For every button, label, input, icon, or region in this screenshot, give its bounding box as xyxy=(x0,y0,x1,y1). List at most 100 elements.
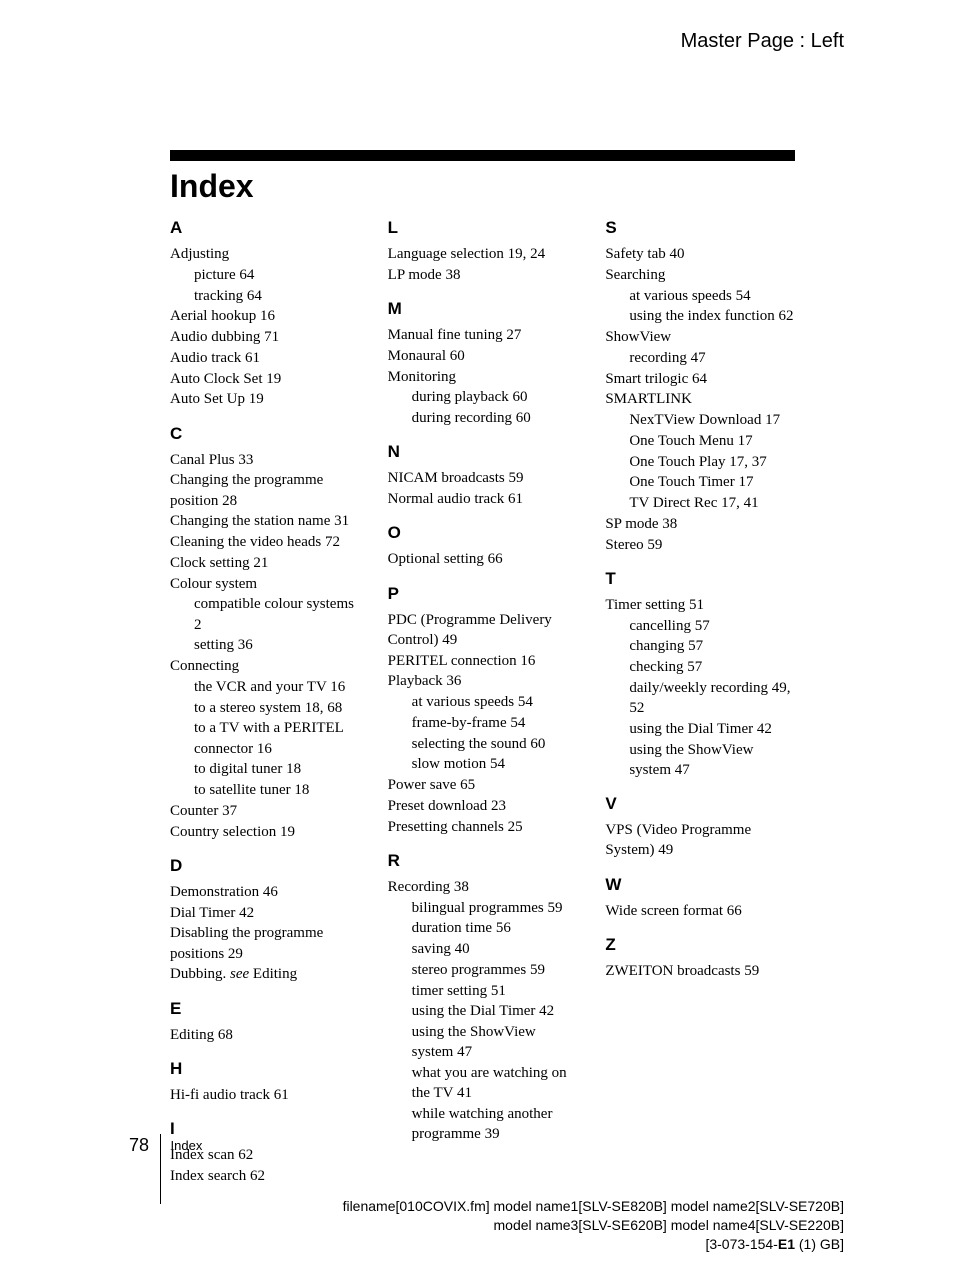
index-entry: Presetting channels 25 xyxy=(388,817,578,837)
entry-group: PDC (Programme Delivery Control) 49PERIT… xyxy=(388,610,578,837)
index-columns: A Adjustingpicture 64tracking 64Aerial h… xyxy=(170,218,795,1187)
section-letter: O xyxy=(388,523,578,543)
index-entry: Language selection 19, 24 xyxy=(388,244,578,264)
index-entry: Adjusting xyxy=(170,244,360,264)
index-entry: Aerial hookup 16 xyxy=(170,306,360,326)
index-entry: ZWEITON broadcasts 59 xyxy=(605,961,795,981)
column-1: A Adjustingpicture 64tracking 64Aerial h… xyxy=(170,218,360,1187)
index-entry: Connecting xyxy=(170,656,360,676)
entry-group: Recording 38bilingual programmes 59durat… xyxy=(388,877,578,1145)
entry-group: Wide screen format 66 xyxy=(605,901,795,921)
column-2: L Language selection 19, 24LP mode 38 M … xyxy=(388,218,578,1187)
section-letter: R xyxy=(388,851,578,871)
index-entry: Changing the station name 31 xyxy=(170,511,360,531)
index-entry: Playback 36 xyxy=(388,671,578,691)
index-entry: NICAM broadcasts 59 xyxy=(388,468,578,488)
index-subentry: to digital tuner 18 xyxy=(170,759,360,779)
index-subentry: picture 64 xyxy=(170,265,360,285)
section-letter: H xyxy=(170,1059,360,1079)
index-entry: PDC (Programme Delivery Control) 49 xyxy=(388,610,578,651)
entry-group: Canal Plus 33Changing the programme posi… xyxy=(170,450,360,842)
index-entry: Normal audio track 61 xyxy=(388,489,578,509)
section-letter: T xyxy=(605,569,795,589)
entry-text: Dubbing. xyxy=(170,966,230,982)
index-subentry: recording 47 xyxy=(605,348,795,368)
index-entry: Optional setting 66 xyxy=(388,549,578,569)
section-letter: A xyxy=(170,218,360,238)
index-subentry: bilingual programmes 59 xyxy=(388,898,578,918)
page-footer: 78 Index xyxy=(129,1135,202,1205)
meta-line: model name3[SLV-SE620B] model name4[SLV-… xyxy=(343,1216,844,1235)
index-entry: Stereo 59 xyxy=(605,535,795,555)
section-letter: C xyxy=(170,424,360,444)
index-subentry: during playback 60 xyxy=(388,387,578,407)
index-entry: Clock setting 21 xyxy=(170,553,360,573)
index-entry: PERITEL connection 16 xyxy=(388,651,578,671)
entry-group: ZWEITON broadcasts 59 xyxy=(605,961,795,981)
index-entry: Auto Set Up 19 xyxy=(170,389,360,409)
section-letter: L xyxy=(388,218,578,238)
index-subentry: TV Direct Rec 17, 41 xyxy=(605,493,795,513)
footer-label: Index xyxy=(171,1138,203,1153)
index-entry: Colour system xyxy=(170,574,360,594)
index-subentry: duration time 56 xyxy=(388,918,578,938)
index-entry: SP mode 38 xyxy=(605,514,795,534)
index-subentry: while watching another programme 39 xyxy=(388,1104,578,1145)
section-letter: M xyxy=(388,299,578,319)
index-subentry: stereo programmes 59 xyxy=(388,960,578,980)
index-entry: Safety tab 40 xyxy=(605,244,795,264)
index-subentry: One Touch Timer 17 xyxy=(605,472,795,492)
index-subentry: frame-by-frame 54 xyxy=(388,713,578,733)
index-entry: Cleaning the video heads 72 xyxy=(170,532,360,552)
entry-group: Optional setting 66 xyxy=(388,549,578,569)
index-entry: Wide screen format 66 xyxy=(605,901,795,921)
index-entry: Audio track 61 xyxy=(170,348,360,368)
index-subentry: using the ShowView system 47 xyxy=(388,1022,578,1063)
index-entry: ShowView xyxy=(605,327,795,347)
index-entry: Editing 68 xyxy=(170,1025,360,1045)
index-subentry: at various speeds 54 xyxy=(605,286,795,306)
index-subentry: using the ShowView system 47 xyxy=(605,740,795,781)
index-entry: Dubbing. see Editing xyxy=(170,964,360,984)
index-entry: Monaural 60 xyxy=(388,346,578,366)
entry-group: Adjustingpicture 64tracking 64Aerial hoo… xyxy=(170,244,360,410)
index-subentry: cancelling 57 xyxy=(605,616,795,636)
footer-separator xyxy=(160,1134,161,1204)
index-entry: Country selection 19 xyxy=(170,822,360,842)
index-subentry: using the index function 62 xyxy=(605,306,795,326)
page-number: 78 xyxy=(129,1135,149,1156)
divider-bar xyxy=(170,150,795,161)
index-entry: Demonstration 46 xyxy=(170,882,360,902)
section-letter: D xyxy=(170,856,360,876)
index-subentry: at various speeds 54 xyxy=(388,692,578,712)
section-letter: Z xyxy=(605,935,795,955)
index-entry: Smart trilogic 64 xyxy=(605,369,795,389)
index-subentry: to satellite tuner 18 xyxy=(170,780,360,800)
index-subentry: NexTView Download 17 xyxy=(605,410,795,430)
meta-text-bold: E1 xyxy=(778,1236,795,1252)
index-subentry: One Touch Menu 17 xyxy=(605,431,795,451)
entry-group: Timer setting 51cancelling 57changing 57… xyxy=(605,595,795,780)
index-entry: Manual fine tuning 27 xyxy=(388,325,578,345)
index-subentry: what you are watching on the TV 41 xyxy=(388,1063,578,1104)
entry-group: Hi-fi audio track 61 xyxy=(170,1085,360,1105)
index-entry: Hi-fi audio track 61 xyxy=(170,1085,360,1105)
entry-text: Editing xyxy=(249,966,297,982)
index-subentry: using the Dial Timer 42 xyxy=(605,719,795,739)
entry-group: Editing 68 xyxy=(170,1025,360,1045)
index-subentry: to a TV with a PERITEL connector 16 xyxy=(170,718,360,759)
master-page-label: Master Page : Left xyxy=(681,30,844,53)
index-entry: Auto Clock Set 19 xyxy=(170,369,360,389)
section-letter: V xyxy=(605,794,795,814)
section-letter: N xyxy=(388,442,578,462)
index-entry: Timer setting 51 xyxy=(605,595,795,615)
entry-group: Demonstration 46Dial Timer 42Disabling t… xyxy=(170,882,360,964)
bottom-meta: filename[010COVIX.fm] model name1[SLV-SE… xyxy=(343,1197,844,1254)
index-entry: VPS (Video Programme System) 49 xyxy=(605,820,795,861)
index-subentry: during recording 60 xyxy=(388,408,578,428)
index-entry: Disabling the programme positions 29 xyxy=(170,923,360,964)
entry-text-italic: see xyxy=(230,966,249,982)
meta-text: [3-073-154- xyxy=(705,1236,777,1252)
index-subentry: changing 57 xyxy=(605,636,795,656)
index-subentry: setting 36 xyxy=(170,635,360,655)
